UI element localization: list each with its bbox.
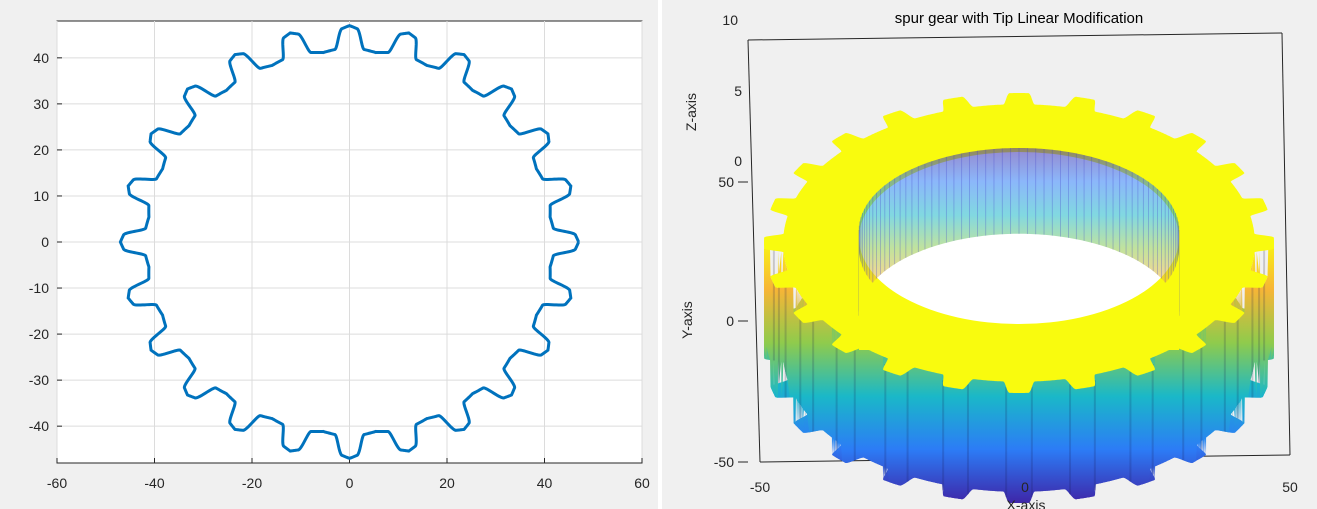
3d-xtick-label: 50 [1282,479,1298,495]
left-xtick-label: -40 [144,475,164,491]
3d-right-edge [1281,32,1291,456]
panel-divider [658,0,662,509]
3d-xaxis-label: X-axis [1007,497,1046,509]
left-ytick-label: -20 [29,326,49,342]
3d-zaxis-label: Z-axis [683,93,699,131]
3d-left-edge [747,39,761,463]
right-figure-panel: spur gear with Tip Linear Modification 5… [662,0,1317,509]
3d-ztick-label: 5 [734,83,742,99]
left-tick-labels: -60 -40 -20 0 20 40 60 40 30 20 10 0 -10 -20 -30 -40 [29,50,650,491]
left-xtick-label: -20 [242,475,262,491]
3d-back-top-edge [747,32,1283,41]
gear-bore-inner-wall [859,148,1179,316]
gear-3d-plot: spur gear with Tip Linear Modification 5… [679,10,1298,509]
3d-ytick-label: -50 [714,454,734,470]
3d-gear-surface [764,93,1274,503]
gear-outline-line [118,23,581,461]
left-xtick-label: 20 [439,475,455,491]
left-ytick-label: 10 [33,188,49,204]
3d-ztick-label: 10 [722,12,738,28]
left-ytick-label: 0 [41,234,49,250]
3d-ztick-label: 0 [734,153,742,169]
left-ytick-label: -40 [29,418,49,434]
3d-ytick-label: 50 [718,174,734,190]
3d-yaxis-label: Y-axis [679,301,695,339]
left-ytick-label: 30 [33,96,49,112]
chart-title: spur gear with Tip Linear Modification [895,10,1143,27]
left-xtick-label: 60 [634,475,650,491]
gear-outline-series [118,23,581,461]
left-ytick-label: -10 [29,280,49,296]
gear-side-wall [764,236,1274,503]
left-xtick-label: 0 [346,475,354,491]
left-ytick-label: 40 [33,50,49,66]
3d-xtick-label: -50 [750,479,770,495]
left-grid [56,21,643,463]
left-xtick-label: 40 [537,475,553,491]
left-xtick-label: -60 [47,475,67,491]
3d-xtick-label: 0 [1021,479,1029,495]
gear-top-face-front-rim [859,250,1179,350]
left-figure-panel: -60 -40 -20 0 20 40 60 40 30 20 10 0 -10 -20 -30 -40 [0,0,658,509]
left-ytick-label: -30 [29,372,49,388]
3d-ytick-label: 0 [726,313,734,329]
gear-profile-plot: -60 -40 -20 0 20 40 60 40 30 20 10 0 -10 -20 -30 -40 [29,20,650,491]
left-ytick-label: 20 [33,142,49,158]
